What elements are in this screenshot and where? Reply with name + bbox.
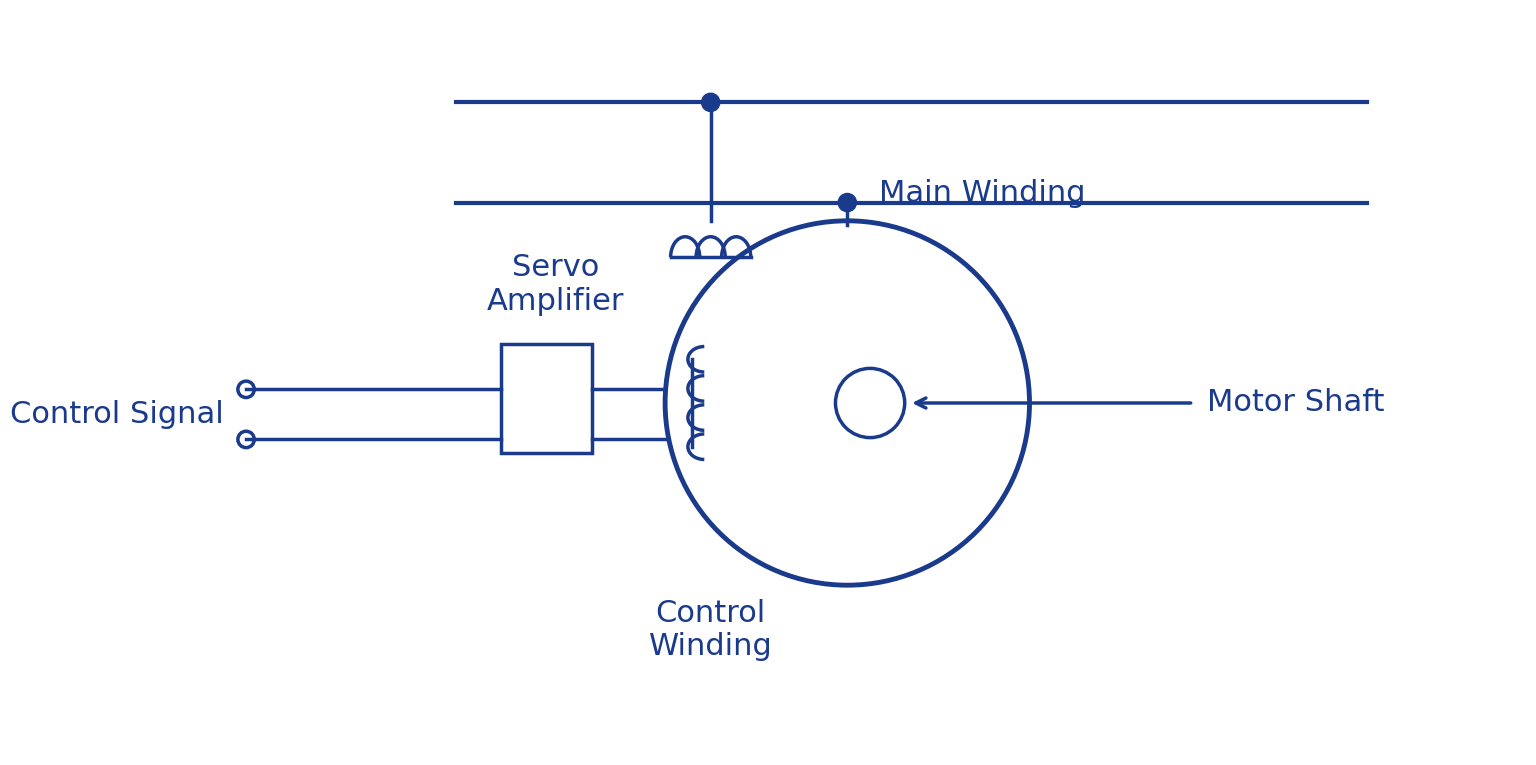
- Text: Main Winding: Main Winding: [879, 179, 1086, 208]
- Circle shape: [702, 93, 720, 112]
- Bar: [501, 343, 593, 453]
- Circle shape: [839, 194, 857, 212]
- Text: Control Signal: Control Signal: [9, 400, 223, 429]
- Text: Control
Winding: Control Winding: [648, 599, 773, 662]
- Text: Motor Shaft: Motor Shaft: [1207, 389, 1384, 418]
- Text: Servo
Amplifier: Servo Amplifier: [487, 253, 625, 316]
